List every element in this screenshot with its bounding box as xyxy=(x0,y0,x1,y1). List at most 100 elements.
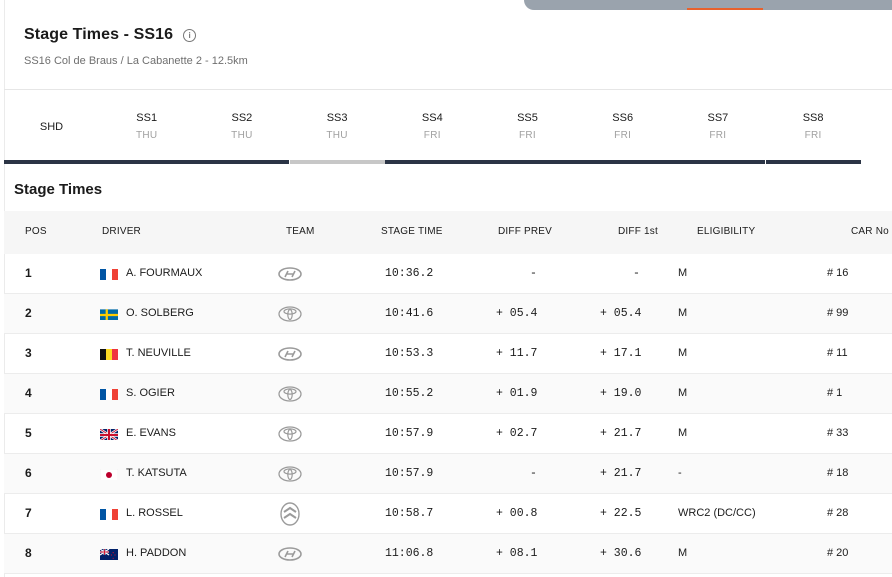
tab-label: SS7 xyxy=(707,112,729,124)
tab-day: FRI xyxy=(518,130,536,141)
eligibility-cell: - xyxy=(678,467,682,479)
sweden-flag xyxy=(100,308,118,320)
tab-label: SS2 xyxy=(231,112,253,124)
tab-ss6[interactable]: SS6 FRI xyxy=(575,90,671,164)
tab-day: FRI xyxy=(423,130,441,141)
tab-day: THU xyxy=(326,130,348,141)
diff-prev-cell: + 00.8 xyxy=(496,507,538,520)
tab-ss4[interactable]: SS4 FRI xyxy=(384,90,480,164)
stage-header: Stage Times - SS16 i SS16 Col de Braus /… xyxy=(24,26,248,67)
japan-flag xyxy=(100,468,118,480)
diff-first-cell: + 05.4 xyxy=(600,307,642,320)
driver-name: A. FOURMAUX xyxy=(126,267,203,279)
toyota-logo xyxy=(276,304,304,324)
col-eligibility[interactable]: ELIGIBILITY xyxy=(697,226,756,237)
toyota-logo xyxy=(276,464,304,484)
driver-name: E. EVANS xyxy=(126,427,176,439)
new-zealand-flag xyxy=(100,548,118,560)
france-flag xyxy=(100,508,118,520)
table-row[interactable]: 4 S. OGIER 10:55.2 + 01.9 + 19.0 M # 1 xyxy=(4,374,892,414)
table-row[interactable]: 6 T. KATSUTA 10:57.9 - + 21.7 - # 18 xyxy=(4,454,892,494)
tab-ss2[interactable]: SS2 THU xyxy=(194,90,290,164)
info-icon[interactable]: i xyxy=(183,28,197,42)
driver-name: L. ROSSEL xyxy=(126,507,183,519)
car-number-cell: # 33 xyxy=(827,427,849,439)
stage-time-cell: 10:36.2 xyxy=(385,267,434,280)
tab-progress-bar xyxy=(194,160,290,164)
car-number-cell: # 99 xyxy=(827,307,849,319)
tab-progress-bar xyxy=(289,160,385,164)
tab-ss7[interactable]: SS7 FRI xyxy=(670,90,766,164)
tab-ss8[interactable]: SS8 FRI xyxy=(765,90,861,164)
tab-progress-bar xyxy=(575,160,671,164)
diff-prev-cell: + 11.7 xyxy=(496,347,538,360)
eligibility-cell: M xyxy=(678,547,688,559)
stage-time-cell: 10:58.7 xyxy=(385,507,434,520)
diff-first-cell: + 30.6 xyxy=(600,547,642,560)
car-number-cell: # 28 xyxy=(827,507,849,519)
diff-prev-cell: + 01.9 xyxy=(496,387,538,400)
toyota-logo xyxy=(276,384,304,404)
tab-label: SS1 xyxy=(136,112,158,124)
col-diff-first[interactable]: DIFF 1st xyxy=(618,226,658,237)
france-flag xyxy=(100,388,118,400)
tab-progress-bar xyxy=(99,160,195,164)
diff-first-cell: + 21.7 xyxy=(600,467,642,480)
belgium-flag xyxy=(100,348,118,360)
table-row[interactable]: 1 A. FOURMAUX 10:36.2 - - M # 16 xyxy=(4,254,892,294)
stage-time-cell: 10:57.9 xyxy=(385,467,434,480)
tab-ss1[interactable]: SS1 THU xyxy=(99,90,195,164)
driver-name: O. SOLBERG xyxy=(126,307,194,319)
tab-day: FRI xyxy=(614,130,632,141)
table-row[interactable]: 8 H. PADDON 11:06.8 + 08.1 + 30.6 M # 20 xyxy=(4,534,892,574)
tab-ss5[interactable]: SS5 FRI xyxy=(480,90,575,164)
position-cell: 4 xyxy=(25,386,32,400)
col-car-no[interactable]: CAR No xyxy=(851,226,889,237)
diff-prev-cell: + 02.7 xyxy=(496,427,538,440)
driver-name: H. PADDON xyxy=(126,547,187,559)
tab-progress-bar xyxy=(480,160,575,164)
tab-progress-bar xyxy=(384,160,480,164)
table-row[interactable]: 3 T. NEUVILLE 10:53.3 + 11.7 + 17.1 M # 11 xyxy=(4,334,892,374)
france-flag xyxy=(100,268,118,280)
eligibility-cell: M xyxy=(678,307,688,319)
col-driver[interactable]: DRIVER xyxy=(102,226,141,237)
tab-label: SS3 xyxy=(326,112,348,124)
table-row[interactable]: 7 L. ROSSEL 10:58.7 + 00.8 + 22.5 WRC2 (DC/CC… xyxy=(4,494,892,534)
eligibility-cell: M xyxy=(678,347,688,359)
car-number-cell: # 20 xyxy=(827,547,849,559)
position-cell: 3 xyxy=(25,346,32,360)
stage-time-cell: 10:41.6 xyxy=(385,307,434,320)
diff-first-cell: + 19.0 xyxy=(600,387,642,400)
tab-shd[interactable]: SHD xyxy=(4,90,99,164)
left-border xyxy=(4,0,5,577)
eligibility-cell: M xyxy=(678,427,688,439)
driver-name: S. OGIER xyxy=(126,387,175,399)
eligibility-cell: WRC2 (DC/CC) xyxy=(678,507,756,519)
col-team[interactable]: TEAM xyxy=(286,226,315,237)
page-title-text: Stage Times - SS16 xyxy=(24,26,174,43)
diff-first-cell: + 17.1 xyxy=(600,347,642,360)
position-cell: 5 xyxy=(25,426,32,440)
car-number-cell: # 1 xyxy=(827,387,843,399)
toyota-logo xyxy=(276,424,304,444)
results-table-body: 1 A. FOURMAUX 10:36.2- - M # 16 2 O. SOLBERG 10:… xyxy=(4,254,892,574)
stage-time-cell: 10:57.9 xyxy=(385,427,434,440)
stage-time-cell: 10:55.2 xyxy=(385,387,434,400)
table-row[interactable]: 5 E. EVANS 10:57.9 + 02.7 + 21.7 M # 33 xyxy=(4,414,892,454)
hyundai-logo xyxy=(276,544,304,564)
table-row[interactable]: 2 O. SOLBERG 10:41.6 + 05.4 + 05.4 M # 99 xyxy=(4,294,892,334)
col-pos[interactable]: POS xyxy=(25,226,47,237)
top-overlay-bar xyxy=(524,0,892,10)
col-stage-time[interactable]: STAGE TIME xyxy=(381,226,443,237)
car-number-cell: # 11 xyxy=(827,347,848,359)
hyundai-logo xyxy=(276,264,304,284)
tab-ss3[interactable]: SS3 THU xyxy=(289,90,385,164)
stage-time-cell: 10:53.3 xyxy=(385,347,434,360)
tab-label: SS8 xyxy=(802,112,824,124)
section-title: Stage Times xyxy=(14,181,103,198)
diff-first-cell: - xyxy=(633,267,640,280)
tab-day: THU xyxy=(231,130,253,141)
page-title: Stage Times - SS16 i xyxy=(24,26,248,44)
col-diff-prev[interactable]: DIFF PREV xyxy=(498,226,553,237)
